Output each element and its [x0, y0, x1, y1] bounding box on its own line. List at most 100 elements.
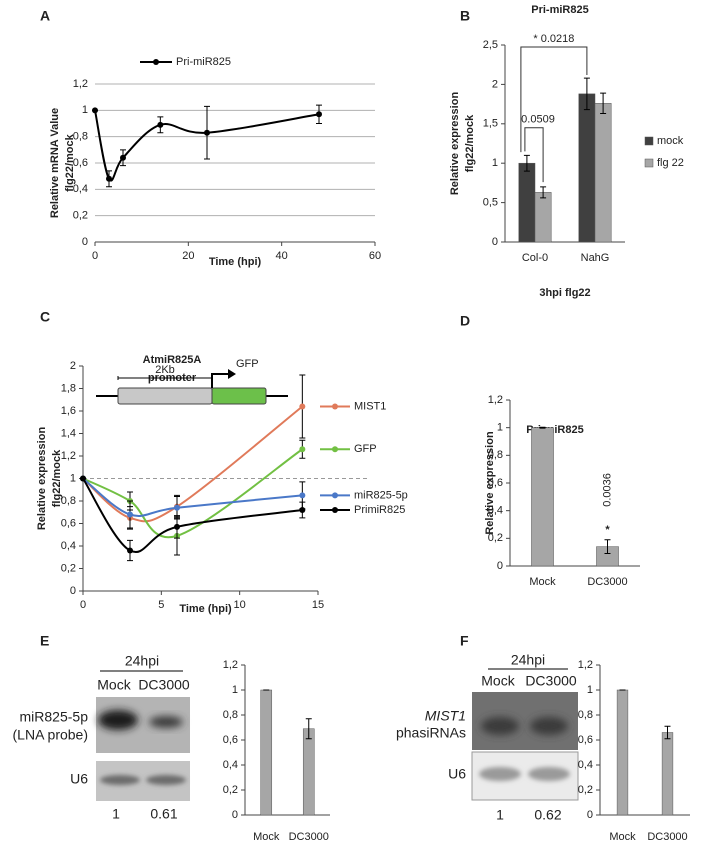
quantity: 0.62 — [534, 807, 561, 823]
x-tick-label: 5 — [158, 599, 164, 611]
quantity: 1 — [496, 807, 504, 823]
x-axis-label: Time (hpi) — [209, 256, 262, 268]
marker — [204, 129, 210, 136]
y-tick-label: 0,8 — [223, 709, 238, 721]
y-tick-label: 1,8 — [61, 382, 76, 394]
legend-label: mock — [657, 135, 684, 147]
y-tick-label: 1,2 — [61, 450, 76, 462]
y-tick-label: 0,2 — [223, 784, 238, 796]
loading-label: U6 — [448, 766, 466, 782]
y-tick-label: 0,6 — [578, 734, 593, 746]
marker — [299, 446, 306, 453]
y-tick-label: 0,6 — [61, 517, 76, 529]
annotation: * 0.0218 — [533, 33, 574, 45]
inset-label: 2Kb — [155, 364, 175, 376]
y-tick-label: 0,4 — [223, 759, 238, 771]
probe-label: MIST1 — [425, 708, 466, 724]
y-axis-label: flg22/mock — [464, 114, 476, 172]
x-tick-label: DC3000 — [289, 831, 329, 843]
bar — [518, 162, 536, 243]
probe-label: (LNA probe) — [13, 727, 88, 743]
tss-arrow — [211, 373, 230, 388]
line — [94, 110, 320, 182]
y-tick-label: 0 — [82, 236, 88, 248]
x-tick-label: 40 — [276, 250, 288, 262]
y-tick-label: 1 — [587, 684, 593, 696]
band — [100, 775, 140, 785]
tss-arrow-head — [228, 369, 236, 379]
y-tick-label: 0,2 — [73, 210, 88, 222]
marker — [299, 492, 306, 499]
quantity: 1 — [112, 806, 120, 822]
marker — [157, 121, 164, 128]
error-bar — [600, 92, 607, 115]
bar — [534, 192, 552, 243]
y-axis-label: Relative expression — [484, 431, 496, 535]
x-axis-label: Time (hpi) — [179, 603, 232, 615]
x-tick-label: 20 — [182, 250, 194, 262]
band — [530, 717, 568, 735]
legend-label: miR825-5p — [354, 489, 408, 501]
gfp-box — [211, 387, 267, 405]
legend-label: flg 22 — [657, 157, 684, 169]
y-tick-label: 0,6 — [73, 157, 88, 169]
y-axis-label: Relative expression — [449, 92, 461, 196]
y-tick-label: 0,8 — [488, 449, 503, 461]
x-tick-label: 0 — [80, 599, 86, 611]
chart-title: Pri-miR825 — [531, 4, 588, 16]
inset-label: AtmiR825A — [143, 354, 202, 366]
y-tick-label: 0,8 — [578, 709, 593, 721]
x-tick-label: Mock — [609, 831, 636, 843]
error-bar — [604, 539, 611, 555]
marker — [299, 507, 306, 513]
line — [82, 477, 303, 517]
promoter-diagram: AtmiR825A promoter GFP 2Kb — [96, 354, 288, 405]
bracket — [520, 46, 588, 153]
y-tick-label: 0 — [232, 809, 238, 821]
marker — [174, 523, 180, 530]
band — [149, 716, 183, 728]
y-tick-label: 0,2 — [61, 562, 76, 574]
y-tick-label: 1 — [70, 472, 76, 484]
panel-label: C — [40, 309, 50, 325]
y-tick-label: 0,4 — [578, 759, 593, 771]
y-tick-label: 0 — [497, 560, 503, 572]
y-tick-label: 1 — [82, 104, 88, 116]
y-tick-label: 0 — [70, 585, 76, 597]
x-tick-label: 10 — [234, 599, 246, 611]
panel-label: A — [40, 8, 50, 24]
probe-label: miR825-5p — [20, 709, 89, 725]
promoter-box — [117, 387, 213, 405]
y-tick-label: 0 — [587, 809, 593, 821]
band — [98, 710, 138, 730]
y-tick-label: 0,2 — [578, 784, 593, 796]
band — [528, 767, 570, 781]
x-tick-label: NahG — [581, 252, 610, 264]
marker — [127, 511, 133, 518]
blot-e: 24hpi Mock DC3000 miR825-5p (LNA probe) … — [13, 653, 190, 822]
bar — [661, 732, 674, 816]
error-bar — [523, 154, 530, 172]
inset-label: GFP — [236, 358, 259, 370]
legend-marker — [332, 492, 338, 499]
y-tick-label: 1 — [492, 157, 498, 169]
band — [481, 717, 519, 735]
legend-swatch — [644, 136, 654, 146]
bar — [578, 93, 596, 243]
marker — [299, 403, 306, 410]
lane-label: DC3000 — [138, 677, 190, 693]
error-bar — [305, 718, 312, 740]
y-tick-label: 2,5 — [483, 39, 498, 51]
panel-label: D — [460, 313, 470, 329]
x-tick-label: DC3000 — [647, 831, 687, 843]
legend-marker — [332, 403, 338, 410]
y-tick-label: 1,4 — [61, 427, 76, 439]
legend-label: GFP — [354, 443, 377, 455]
y-tick-label: 1,5 — [483, 118, 498, 130]
marker — [80, 475, 86, 482]
marker — [92, 107, 98, 114]
y-tick-label: 1,6 — [61, 405, 76, 417]
annotation: 0.0036 — [601, 473, 613, 507]
bracket — [524, 127, 544, 183]
